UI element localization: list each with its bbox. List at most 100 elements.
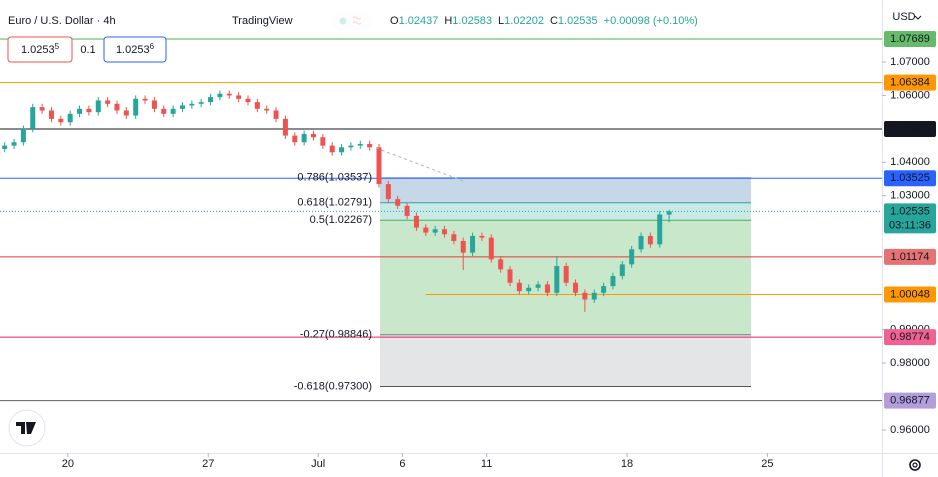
candle-body xyxy=(264,108,270,111)
ohlc-key: O xyxy=(390,15,399,27)
fib-level-label: 0.786(1.03537) xyxy=(297,172,372,184)
level-price-tag xyxy=(884,30,936,47)
candle-body xyxy=(544,284,550,293)
level-price-tag xyxy=(884,170,936,187)
candle-body xyxy=(423,227,429,233)
candle-body xyxy=(86,108,92,113)
candle-body xyxy=(20,128,26,143)
sell-button[interactable] xyxy=(7,36,73,63)
candle-body xyxy=(179,105,185,109)
candle-body xyxy=(320,137,326,146)
candle-body xyxy=(619,264,625,277)
ohlc-key: H xyxy=(444,15,452,27)
sell-price-main: 1.0253 xyxy=(21,44,55,56)
candle-body xyxy=(208,97,214,103)
level-price-tag xyxy=(884,248,936,265)
change: +0.00098 (+0.10%) xyxy=(604,15,698,27)
candle-body xyxy=(413,215,419,228)
settings-icon[interactable] xyxy=(909,459,921,471)
candle-body xyxy=(573,282,579,293)
candle-body xyxy=(638,235,644,250)
level-price-tag xyxy=(884,329,936,346)
candle-body xyxy=(11,142,17,146)
candle-body xyxy=(170,108,176,114)
level-price-tag xyxy=(884,392,936,409)
countdown: 03:11:36 xyxy=(889,219,931,231)
candle-body xyxy=(554,266,560,293)
candle-body xyxy=(395,199,401,206)
candle-body xyxy=(385,184,391,200)
level-price-label: 0.98774 xyxy=(890,331,930,343)
level-price-label: 0.96877 xyxy=(890,395,930,407)
x-tick-label: 27 xyxy=(202,458,214,470)
buy-price-fraction: 6 xyxy=(150,42,155,51)
ohlc-key: C xyxy=(550,15,558,27)
candle-body xyxy=(189,103,195,106)
candle-body xyxy=(432,229,438,233)
y-tick-label: 1.03000 xyxy=(890,190,930,202)
candle-body xyxy=(292,135,298,143)
candle-body xyxy=(142,98,148,101)
ohlc-legend: O1.02437 H1.02583 L1.02202 C1.02535 +0.00098… xyxy=(390,15,698,27)
candle-body xyxy=(516,282,522,292)
candle-body xyxy=(58,118,64,123)
candle-body xyxy=(591,292,597,300)
candle-body xyxy=(460,240,466,253)
candle-body xyxy=(217,93,223,98)
ohlc-value: 1.02437 xyxy=(399,15,439,27)
buy-price-main: 1.0253 xyxy=(116,44,150,56)
candle-body xyxy=(48,110,54,119)
candle-body xyxy=(666,211,672,215)
candle-body xyxy=(67,113,73,123)
candle-body xyxy=(226,93,232,96)
level-price-tag xyxy=(884,121,936,138)
x-tick-label: 20 xyxy=(62,458,74,470)
dropdown-arrow[interactable] xyxy=(914,15,922,20)
candle-body xyxy=(105,100,111,104)
fib-level-label: -0.618(0.97300) xyxy=(294,380,372,392)
y-tick-label: 0.96000 xyxy=(890,424,930,436)
ohlc-value: 1.02583 xyxy=(452,15,492,27)
candle-body xyxy=(77,108,83,114)
chart-title: Euro / U.S. Dollar · 4h xyxy=(8,15,116,27)
candle-body xyxy=(151,100,157,109)
candle-body xyxy=(273,110,279,119)
candle-body xyxy=(610,276,616,287)
x-tick-label: 18 xyxy=(621,458,633,470)
header-bg xyxy=(0,6,740,36)
ohlc-value: 1.02535 xyxy=(558,15,598,27)
candle-body xyxy=(114,103,120,111)
candle-body xyxy=(236,95,242,99)
candle-body xyxy=(123,110,129,116)
y-tick-label: 1.07000 xyxy=(890,56,930,68)
level-price-tag xyxy=(884,74,936,91)
fib-level-label: 0.5(1.02267) xyxy=(310,214,372,226)
candle-body xyxy=(161,108,167,114)
y-tick-label: 0.98000 xyxy=(890,357,930,369)
candle-body xyxy=(442,229,448,235)
buy-button[interactable] xyxy=(103,36,167,63)
currency[interactable]: USD xyxy=(892,11,915,23)
candle-body xyxy=(348,145,354,148)
fib-zone xyxy=(380,177,751,203)
level-price-label: 1.06384 xyxy=(890,76,930,88)
candle-body xyxy=(526,287,532,292)
candle-body xyxy=(254,102,260,109)
brand: TradingView xyxy=(232,15,293,27)
x-tick-label: Jul xyxy=(311,458,325,470)
last-price-tag xyxy=(884,203,936,234)
x-tick-label: 25 xyxy=(761,458,773,470)
sell-price-fraction: 5 xyxy=(55,42,60,51)
x-tick-label: 11 xyxy=(481,458,492,470)
candle-body xyxy=(39,107,45,111)
candle-body xyxy=(479,235,485,238)
fib-zone xyxy=(380,334,751,387)
ohlc-key: L xyxy=(498,15,504,27)
ohlc-value: 1.02202 xyxy=(504,15,544,27)
candle-body xyxy=(95,100,101,113)
candle-body xyxy=(245,98,251,103)
candle-body xyxy=(198,102,204,104)
fib-level-label: -0.27(0.98846) xyxy=(300,329,372,341)
